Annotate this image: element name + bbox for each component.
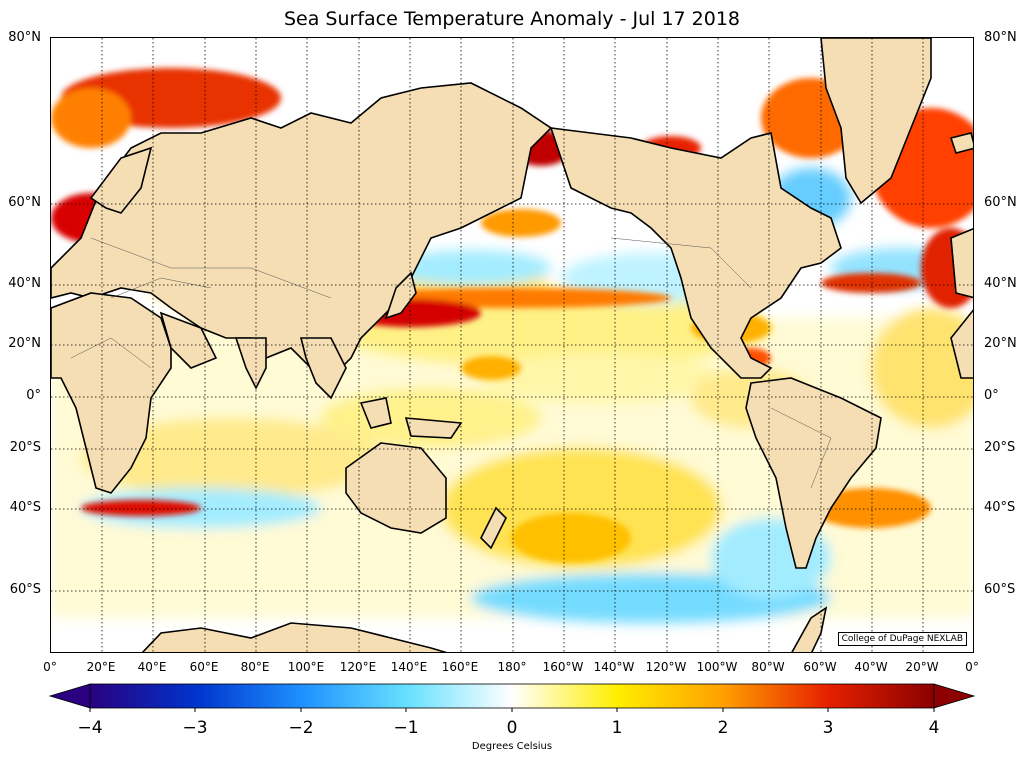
lat-label-left: 40°N — [8, 276, 41, 291]
lon-label: 60°E — [189, 660, 219, 674]
colorbar-tick: −1 — [393, 718, 419, 738]
lon-label: 180° — [497, 660, 527, 674]
lon-label: 140°W — [593, 660, 635, 674]
lon-label: 100°W — [696, 660, 738, 674]
lat-label-right: 60°N — [984, 195, 1017, 210]
lon-label: 40°E — [137, 660, 167, 674]
colorbar-min-extend — [48, 683, 91, 709]
lat-label-right: 0° — [984, 388, 999, 403]
colorbar-tick: 4 — [928, 718, 940, 738]
lat-label-left: 20°S — [9, 440, 41, 455]
africa — [51, 292, 172, 494]
japan — [384, 271, 417, 320]
eurasia — [51, 82, 553, 379]
lon-label: 80°E — [240, 660, 270, 674]
landmasses — [51, 38, 973, 652]
lon-label: 120°W — [645, 660, 687, 674]
africa-east-edge — [950, 309, 973, 379]
arabia — [159, 311, 218, 369]
indochina — [299, 337, 347, 400]
lon-label: 0° — [43, 660, 57, 674]
colorbar — [48, 683, 976, 712]
map-canvas — [51, 38, 973, 652]
lon-label: 120°E — [339, 660, 377, 674]
lon-label: 20°W — [905, 660, 939, 674]
india — [234, 337, 267, 390]
lon-label: 80°W — [751, 660, 785, 674]
lon-label: 100°E — [287, 660, 325, 674]
map-title: Sea Surface Temperature Anomaly - Jul 17… — [283, 8, 741, 30]
sst-anomaly-map: College of DuPage NEXLAB — [50, 37, 974, 653]
colorbar-tick: 1 — [611, 718, 623, 738]
lat-label-right: 60°S — [984, 582, 1016, 597]
new-guinea — [404, 417, 463, 439]
new-zealand — [480, 506, 507, 550]
lat-label-left: 60°S — [9, 582, 41, 597]
borneo — [359, 397, 392, 429]
colorbar-tick: 2 — [717, 718, 729, 738]
colorbar-max-extend — [933, 683, 976, 709]
lon-label: 60°W — [803, 660, 837, 674]
colorbar-ramp — [89, 683, 935, 709]
colorbar-tick: 3 — [822, 718, 834, 738]
greenland — [820, 38, 932, 205]
lat-label-right: 40°N — [984, 276, 1017, 291]
antarctica — [141, 622, 448, 652]
lat-label-left: 20°N — [8, 336, 41, 351]
lat-label-left: 80°N — [8, 30, 41, 45]
colorbar-tick: −3 — [182, 718, 208, 738]
lon-label: 20°E — [86, 660, 116, 674]
lat-label-right: 40°S — [984, 500, 1016, 515]
lat-label-left: 0° — [26, 388, 41, 403]
lat-label-right: 80°N — [984, 30, 1017, 45]
colorbar-tick: −4 — [77, 718, 103, 738]
lon-label: 140°E — [390, 660, 428, 674]
lon-label: 40°W — [854, 660, 888, 674]
australia — [345, 442, 447, 534]
lat-label-left: 60°N — [8, 195, 41, 210]
europe-east-edge — [950, 227, 973, 299]
colorbar-tick: 0 — [506, 718, 518, 738]
country-borders — [70, 237, 832, 489]
colorbar-tick: −2 — [288, 718, 314, 738]
lon-label: 160°E — [441, 660, 479, 674]
credit-label: College of DuPage NEXLAB — [837, 632, 967, 646]
north-america — [549, 127, 842, 379]
iceland — [949, 132, 973, 154]
south-america — [745, 377, 882, 569]
scandinavia — [89, 146, 153, 214]
lat-label-left: 40°S — [9, 500, 41, 515]
lon-label: 0° — [965, 660, 979, 674]
lat-label-right: 20°N — [984, 336, 1017, 351]
lon-label: 160°W — [542, 660, 584, 674]
lat-label-right: 20°S — [984, 440, 1016, 455]
antarctic-peninsula — [791, 606, 828, 652]
colorbar-label: Degrees Celsius — [471, 741, 553, 752]
graticule — [51, 38, 973, 652]
